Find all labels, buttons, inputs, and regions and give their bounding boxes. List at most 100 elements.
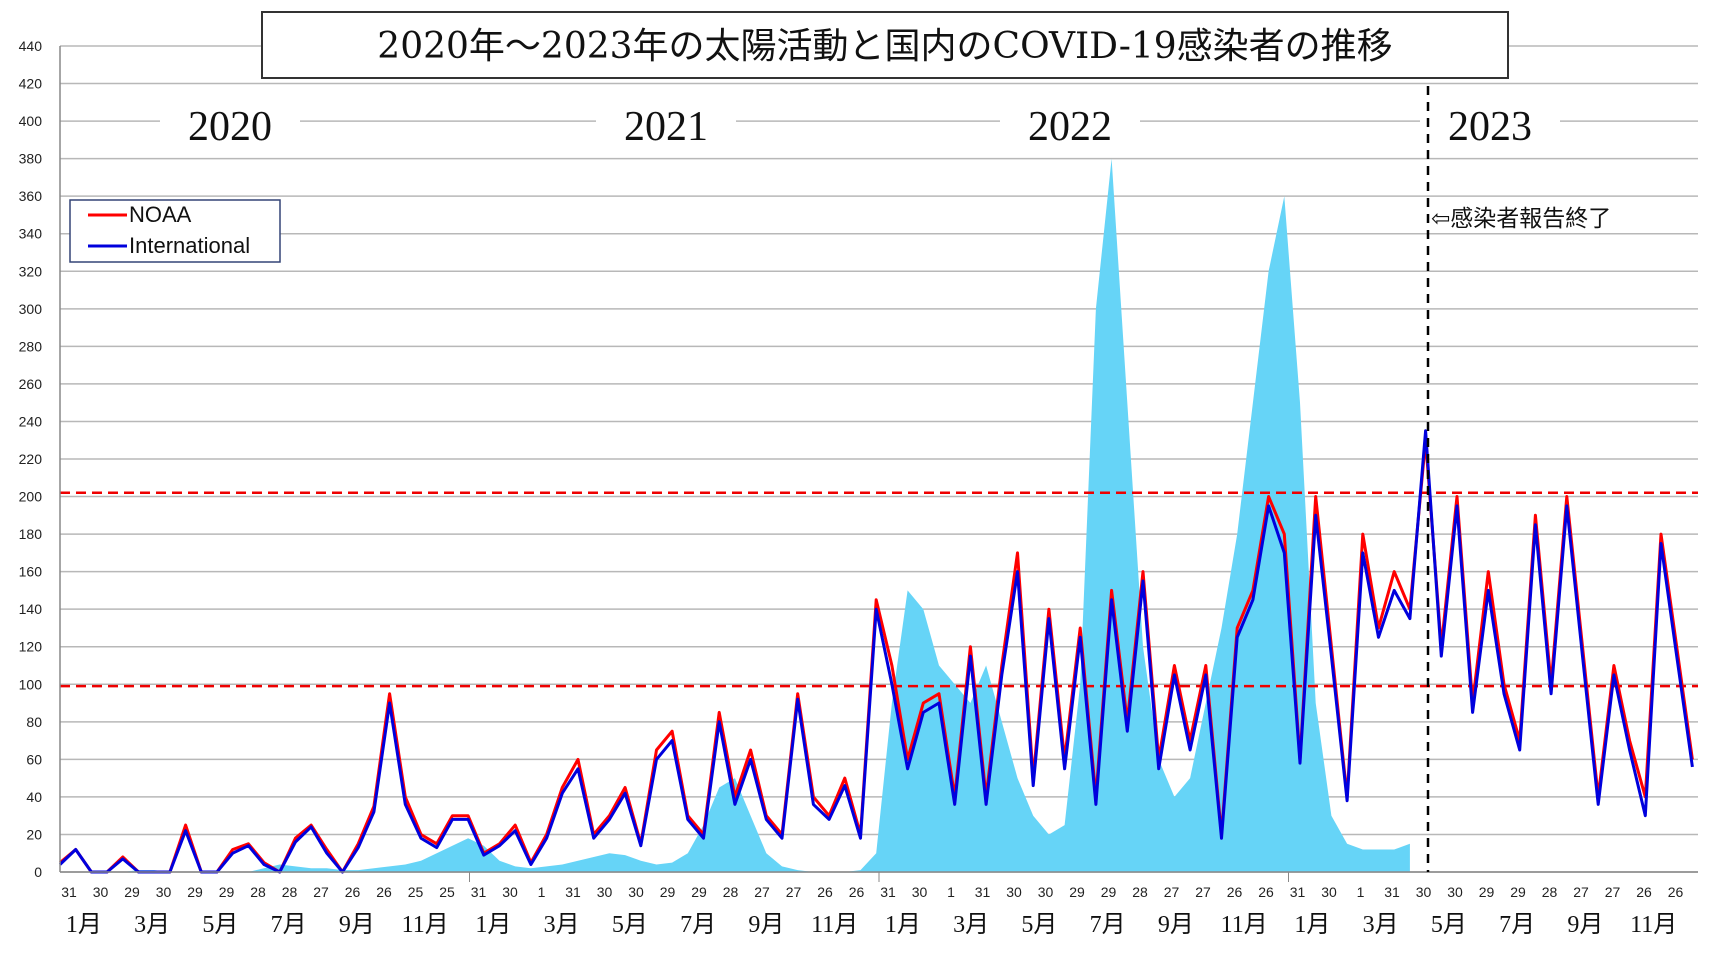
y-tick-label: 380 <box>19 151 43 167</box>
month-label: 1月 <box>1294 912 1330 938</box>
x-tick-label: 26 <box>1258 884 1274 900</box>
x-tick-label: 30 <box>628 884 644 900</box>
x-tick-label: 27 <box>1195 884 1211 900</box>
x-tick-label: 26 <box>1636 884 1652 900</box>
x-tick-label: 28 <box>1542 884 1558 900</box>
month-label: 5月 <box>202 912 238 938</box>
year-label-bg <box>1420 100 1560 142</box>
gridlines <box>60 45 1698 873</box>
year-label-bg <box>596 100 736 142</box>
x-tick-label: 30 <box>93 884 109 900</box>
y-tick-label: 40 <box>26 789 42 805</box>
month-label: 7月 <box>680 912 716 938</box>
x-tick-label: 30 <box>502 884 518 900</box>
chart-title: 2020年～2023年の太陽活動と国内のCOVID-19感染者の推移 <box>377 26 1392 67</box>
covid-area <box>60 158 1410 873</box>
x-tick-label: 30 <box>1038 884 1054 900</box>
y-tick-label: 360 <box>19 188 43 204</box>
x-tick-label: 26 <box>817 884 833 900</box>
y-tick-label: 420 <box>19 76 43 92</box>
y-axis-ticks: 0 20 40 60 80 100 120 140 160 180 200 220 240 260 280 3… <box>19 38 43 880</box>
x-tick-label: 27 <box>754 884 770 900</box>
x-tick-label: 29 <box>187 884 203 900</box>
x-tick-label: 26 <box>376 884 392 900</box>
x-tick-label: 27 <box>1605 884 1621 900</box>
x-tick-label: 28 <box>1132 884 1148 900</box>
x-tick-label: 29 <box>1510 884 1526 900</box>
x-tick-label: 29 <box>660 884 676 900</box>
x-tick-label: 31 <box>880 884 896 900</box>
x-tick-label: 29 <box>691 884 707 900</box>
title-box: 2020年～2023年の太陽活動と国内のCOVID-19感染者の推移 <box>261 11 1509 79</box>
y-tick-label: 440 <box>19 38 43 54</box>
year-label: 2023 <box>1448 104 1532 150</box>
y-tick-label: 0 <box>34 864 42 880</box>
year-label-bg <box>1000 100 1140 142</box>
y-tick-label: 100 <box>19 676 43 692</box>
year-labels: 2020 2021 2022 2023 <box>160 100 1560 150</box>
x-tick-label: 30 <box>912 884 928 900</box>
x-tick-label: 1 <box>538 884 546 900</box>
x-tick-label: 26 <box>1227 884 1243 900</box>
x-tick-label: 31 <box>61 884 77 900</box>
month-label: 3月 <box>953 912 989 938</box>
x-tick-label: 25 <box>439 884 455 900</box>
x-tick-label: 31 <box>1290 884 1306 900</box>
month-label: 9月 <box>339 912 375 938</box>
x-tick-label: 31 <box>565 884 581 900</box>
month-label: 11月 <box>811 912 858 938</box>
month-label: 1月 <box>475 912 511 938</box>
month-label: 7月 <box>1499 912 1535 938</box>
reference-lines <box>60 491 1698 688</box>
month-label: 5月 <box>612 912 648 938</box>
month-label: 11月 <box>1630 912 1677 938</box>
y-tick-label: 320 <box>19 263 43 279</box>
report-end-annotation: ⇦感染者報告終了 <box>1431 206 1611 232</box>
x-tick-label: 29 <box>219 884 235 900</box>
x-tick-label: 28 <box>723 884 739 900</box>
y-tick-label: 200 <box>19 489 43 505</box>
y-tick-label: 400 <box>19 113 43 129</box>
x-tick-label: 28 <box>282 884 298 900</box>
y-tick-label: 140 <box>19 601 43 617</box>
x-tick-label: 27 <box>786 884 802 900</box>
legend-label-noaa: NOAA <box>129 202 192 227</box>
y-tick-label: 240 <box>19 413 43 429</box>
x-tick-label: 26 <box>345 884 361 900</box>
y-tick-label: 120 <box>19 639 43 655</box>
x-tick-label: 27 <box>1573 884 1589 900</box>
x-tick-label: 30 <box>1416 884 1432 900</box>
series-line-international <box>58 429 1694 874</box>
y-tick-label: 60 <box>26 751 42 767</box>
year-label: 2021 <box>624 104 708 150</box>
y-tick-label: 340 <box>19 226 43 242</box>
x-tick-label: 26 <box>849 884 865 900</box>
x-tick-label: 27 <box>1164 884 1180 900</box>
x-tick-label: 26 <box>1668 884 1684 900</box>
y-tick-label: 80 <box>26 714 42 730</box>
x-tick-label: 25 <box>408 884 424 900</box>
month-label: 9月 <box>1158 912 1194 938</box>
y-tick-label: 280 <box>19 338 43 354</box>
x-tick-label: 30 <box>1321 884 1337 900</box>
x-tick-label: 29 <box>1101 884 1117 900</box>
x-tick-label: 29 <box>1479 884 1495 900</box>
month-label: 3月 <box>544 912 580 938</box>
y-tick-label: 300 <box>19 301 43 317</box>
x-tick-label: 30 <box>1006 884 1022 900</box>
x-tick-label: 29 <box>124 884 140 900</box>
month-label: 11月 <box>1221 912 1268 938</box>
month-label: 7月 <box>271 912 307 938</box>
x-tick-label: 31 <box>1384 884 1400 900</box>
y-tick-label: 180 <box>19 526 43 542</box>
month-label: 3月 <box>1363 912 1399 938</box>
x-tick-label: 31 <box>471 884 487 900</box>
x-tick-label: 31 <box>975 884 991 900</box>
year-label: 2020 <box>188 104 272 150</box>
x-tick-label: 30 <box>597 884 613 900</box>
month-label: 1月 <box>66 912 102 938</box>
legend-label-international: International <box>129 233 250 258</box>
y-tick-label: 220 <box>19 451 43 467</box>
month-label: 7月 <box>1090 912 1126 938</box>
